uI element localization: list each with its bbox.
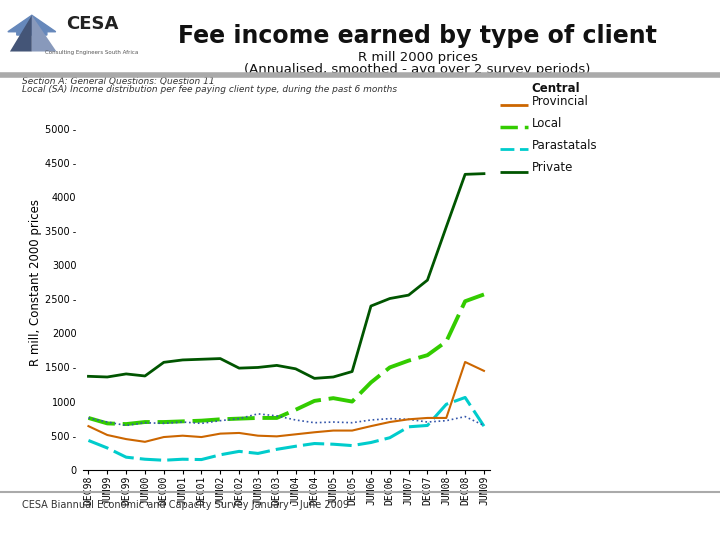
Text: CESA Biannual Economic and Capacity Survey January – June 2009: CESA Biannual Economic and Capacity Surv… — [22, 500, 348, 510]
Text: Consulting Engineers South Africa: Consulting Engineers South Africa — [45, 50, 139, 55]
Text: Local: Local — [531, 117, 562, 130]
Y-axis label: R mill, Constant 2000 prices: R mill, Constant 2000 prices — [29, 199, 42, 366]
FancyArrow shape — [8, 15, 55, 35]
Text: Fee income earned by type of client: Fee income earned by type of client — [178, 24, 657, 48]
Text: Parastatals: Parastatals — [531, 139, 598, 152]
Text: (Annualised, smoothed - avg over 2 survey periods): (Annualised, smoothed - avg over 2 surve… — [244, 63, 591, 76]
Polygon shape — [10, 15, 32, 51]
Text: Local (SA) Income distribution per fee paying client type, during the past 6 mon: Local (SA) Income distribution per fee p… — [22, 85, 397, 94]
Polygon shape — [32, 15, 56, 51]
Text: Section A: General Questions: Question 11: Section A: General Questions: Question 1… — [22, 77, 215, 86]
Text: Private: Private — [531, 161, 573, 174]
Text: R mill 2000 prices: R mill 2000 prices — [358, 51, 477, 64]
Text: Provincial: Provincial — [531, 95, 588, 108]
Text: Central: Central — [531, 82, 580, 95]
Text: CESA: CESA — [66, 15, 118, 33]
